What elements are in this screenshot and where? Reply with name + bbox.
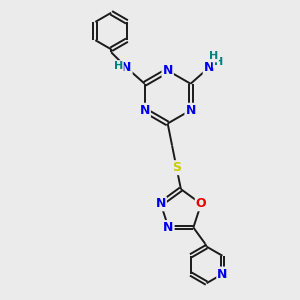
- Text: H: H: [114, 61, 123, 71]
- Text: N: N: [185, 104, 196, 117]
- Text: H: H: [209, 51, 218, 62]
- Text: N: N: [163, 221, 174, 234]
- Text: N: N: [217, 268, 228, 281]
- Text: N: N: [204, 61, 214, 74]
- Text: N: N: [121, 61, 132, 74]
- Text: O: O: [196, 197, 206, 210]
- Text: N: N: [156, 197, 166, 210]
- Text: N: N: [163, 64, 173, 77]
- Text: S: S: [172, 161, 181, 174]
- Text: N: N: [140, 104, 150, 117]
- Text: H: H: [214, 57, 223, 67]
